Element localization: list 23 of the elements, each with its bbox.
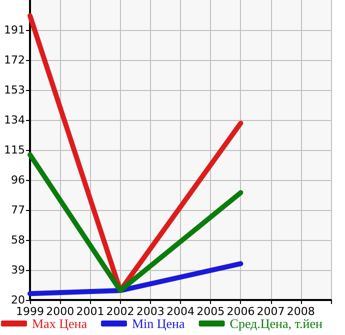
y-tick-label: 153	[4, 84, 25, 96]
y-tick-label: 58	[11, 234, 25, 246]
legend-label: Сред.Цена, т.йен	[230, 316, 322, 331]
y-tick-label: 39	[11, 264, 25, 276]
legend-label: Max Цена	[32, 316, 88, 331]
y-tick-label: 134	[4, 114, 25, 126]
x-tick-label: 2008	[286, 305, 315, 318]
legend-label: Min Цена	[132, 316, 185, 331]
x-tick-label: 2000	[46, 305, 74, 318]
x-tick-label: 2004	[166, 305, 194, 318]
y-tick-label: 96	[11, 174, 25, 186]
x-tick-label: 1999	[16, 305, 44, 318]
y-tick-label: 115	[4, 144, 25, 156]
y-tick-label: 172	[4, 54, 25, 66]
x-tick-label: 2001	[76, 305, 104, 318]
y-tick-label: 77	[11, 204, 25, 216]
x-tick-label: 2005	[196, 305, 225, 318]
x-tick-label: 2003	[136, 305, 164, 318]
x-tick-label: 2002	[106, 305, 134, 318]
y-tick-label: 191	[4, 24, 25, 36]
y-tick-label: 20	[11, 294, 25, 306]
x-tick-label: 2006	[226, 305, 255, 318]
x-tick-label: 2007	[256, 305, 285, 318]
